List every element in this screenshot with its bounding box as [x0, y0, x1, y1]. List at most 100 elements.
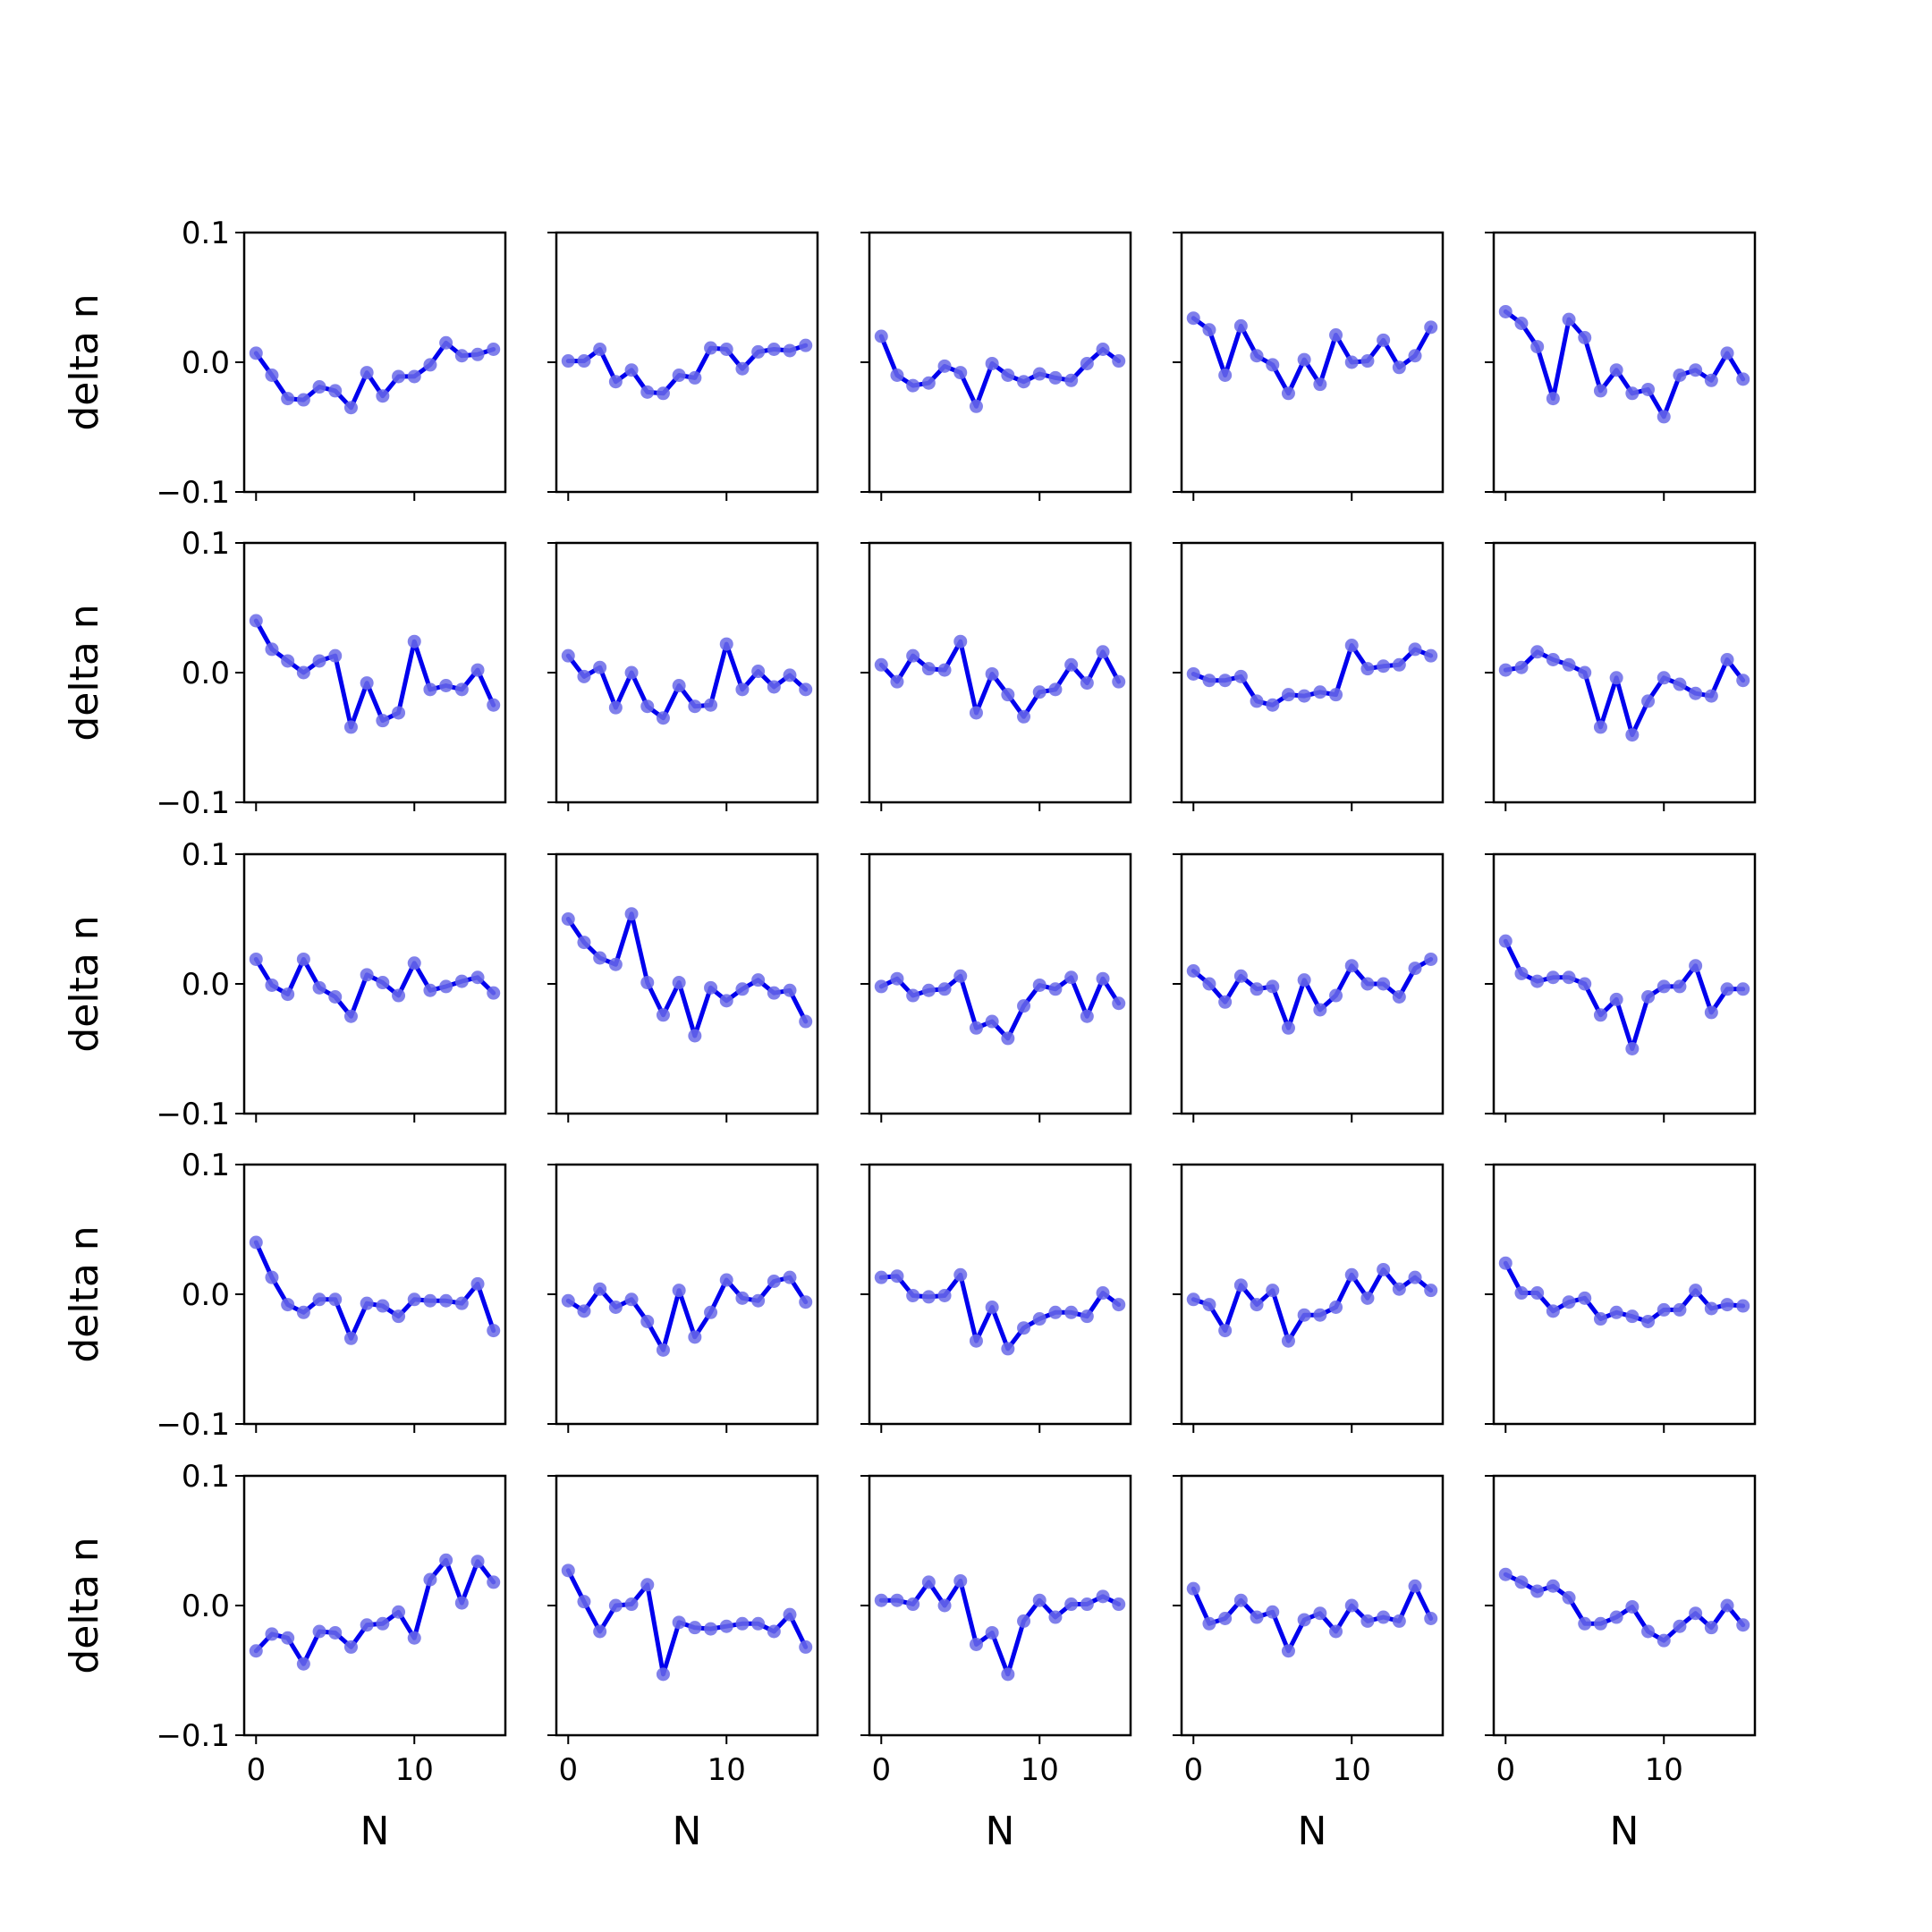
- data-point: [1080, 356, 1094, 370]
- data-point: [719, 1273, 733, 1287]
- data-point: [1112, 354, 1126, 369]
- series-line-r3c4: [1191, 957, 1434, 1030]
- data-point: [1001, 1667, 1015, 1682]
- data-point: [969, 706, 983, 720]
- data-point: [1673, 369, 1687, 382]
- data-point: [407, 634, 421, 648]
- data-point: [249, 346, 263, 360]
- data-point: [1297, 352, 1311, 367]
- data-point: [751, 973, 766, 987]
- data-point: [249, 1235, 263, 1250]
- series-line-r4c3: [878, 1272, 1122, 1352]
- data-point: [656, 1008, 670, 1022]
- data-point: [328, 648, 343, 663]
- data-point: [1593, 384, 1607, 398]
- data-point: [1233, 1593, 1248, 1607]
- axes-frame-r2c4: [1180, 541, 1445, 804]
- data-point: [1233, 318, 1248, 333]
- data-point: [1344, 355, 1359, 369]
- data-point: [1080, 676, 1094, 691]
- data-point: [392, 706, 406, 720]
- data-point: [1657, 410, 1671, 424]
- data-point: [1546, 970, 1560, 985]
- data-point: [799, 1295, 813, 1309]
- data-point: [407, 369, 421, 384]
- data-point: [1704, 689, 1718, 703]
- data-point: [1530, 340, 1545, 354]
- data-point: [1392, 360, 1406, 375]
- data-point: [561, 1293, 575, 1308]
- series-line-r3c2: [565, 911, 809, 1038]
- data-point: [360, 1618, 374, 1632]
- data-point: [1048, 1610, 1063, 1624]
- data-point: [704, 1305, 718, 1319]
- data-point: [1392, 657, 1406, 672]
- data-point: [906, 648, 920, 663]
- data-point: [1424, 1612, 1438, 1625]
- data-point: [1720, 982, 1734, 996]
- data-point: [1313, 377, 1327, 392]
- data-point: [1186, 964, 1200, 978]
- data-point: [249, 1644, 263, 1658]
- axes-frame-r5c1: [242, 1474, 507, 1737]
- ylabel: delta n: [62, 1537, 107, 1674]
- data-point: [1704, 1005, 1718, 1020]
- data-point: [1641, 382, 1656, 396]
- series-line-r3c5: [1503, 938, 1746, 1051]
- data-point: [953, 1573, 968, 1588]
- ylabel: delta n: [62, 604, 107, 741]
- data-point: [1657, 1302, 1671, 1317]
- data-point: [1424, 1284, 1438, 1298]
- data-point: [1593, 1616, 1607, 1631]
- data-point: [1250, 982, 1264, 996]
- data-point: [719, 637, 733, 651]
- data-point: [312, 654, 326, 668]
- data-point: [1625, 1042, 1640, 1055]
- series-line-r1c5: [1503, 309, 1746, 419]
- data-point: [799, 682, 813, 697]
- data-point: [1112, 1597, 1126, 1612]
- data-point: [953, 1267, 968, 1282]
- data-point: [1001, 369, 1015, 382]
- data-point: [1498, 1567, 1513, 1581]
- data-point: [1498, 663, 1513, 677]
- data-point: [1578, 1291, 1592, 1305]
- data-point: [1392, 1282, 1406, 1296]
- data-point: [1096, 343, 1110, 356]
- data-point: [1096, 971, 1110, 986]
- data-point: [608, 375, 623, 389]
- data-point: [1609, 1305, 1623, 1319]
- data-point: [439, 679, 453, 692]
- ytick-label: 0.0: [182, 1589, 230, 1624]
- data-point: [624, 665, 639, 680]
- series-line-r1c1: [253, 340, 496, 411]
- data-point: [1048, 982, 1063, 996]
- data-point: [1218, 369, 1233, 382]
- xtick-label: 0: [1496, 1752, 1515, 1788]
- data-point: [487, 986, 501, 1000]
- data-point: [1032, 1593, 1046, 1607]
- data-point: [1096, 1286, 1110, 1301]
- xlabel: N: [1610, 1809, 1640, 1854]
- data-point: [985, 1625, 999, 1640]
- data-point: [719, 994, 733, 1008]
- data-point: [1498, 304, 1513, 318]
- data-point: [407, 956, 421, 970]
- data-point: [1048, 370, 1063, 385]
- data-point: [1377, 977, 1391, 991]
- data-point: [376, 1299, 390, 1313]
- data-point: [265, 642, 279, 657]
- ytick-label: 0.0: [182, 1277, 230, 1313]
- data-point: [1408, 349, 1422, 363]
- data-point: [593, 660, 607, 674]
- data-point: [1514, 1575, 1529, 1589]
- series-line-r3c3: [878, 973, 1122, 1041]
- data-point: [874, 657, 888, 672]
- data-point: [1360, 354, 1375, 369]
- data-point: [296, 952, 310, 966]
- data-point: [937, 1288, 952, 1302]
- data-point: [1689, 959, 1703, 973]
- data-point: [296, 1657, 310, 1671]
- data-point: [343, 720, 358, 734]
- data-point: [656, 1667, 670, 1682]
